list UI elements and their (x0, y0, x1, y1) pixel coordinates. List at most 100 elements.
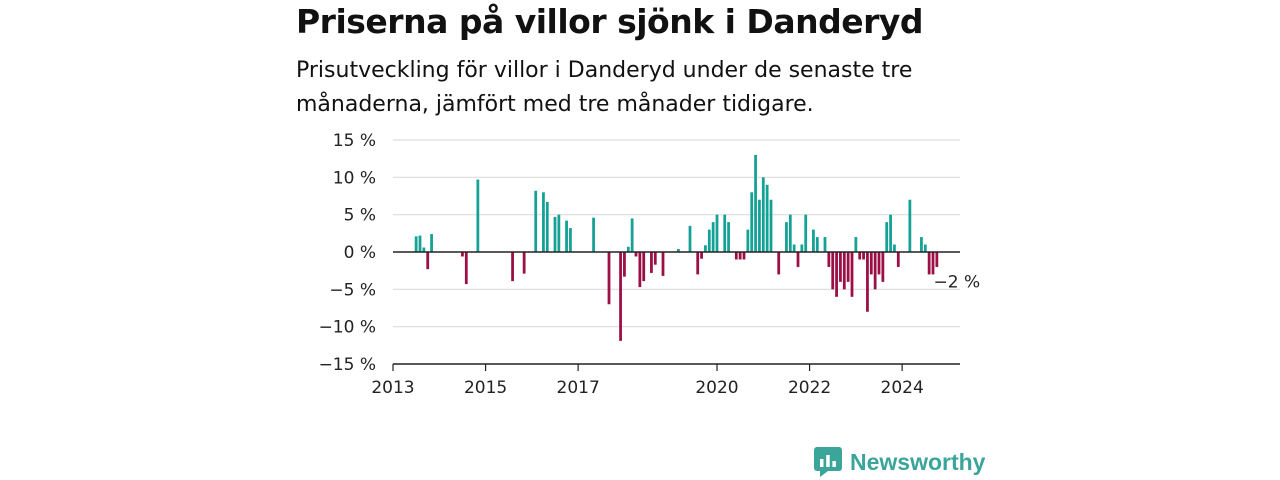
bar (565, 220, 568, 252)
bar (642, 252, 646, 282)
bar (704, 245, 707, 252)
bar (723, 214, 727, 252)
bar (727, 222, 730, 252)
bar (511, 252, 514, 282)
bar (858, 252, 862, 260)
newsworthy-logo-icon (814, 447, 842, 477)
bar (661, 252, 665, 276)
bar (688, 225, 692, 252)
bar (835, 252, 838, 297)
bar (553, 216, 557, 252)
bar (873, 252, 877, 290)
bar (696, 252, 700, 275)
bar (788, 214, 792, 252)
bar (545, 201, 549, 252)
bar (734, 252, 738, 260)
y-tick-label: 0 % (344, 243, 376, 263)
bar (831, 252, 835, 290)
bar (758, 199, 761, 252)
bar (827, 252, 831, 267)
bar (812, 229, 815, 252)
bar (607, 252, 611, 305)
bar (881, 252, 885, 282)
y-tick-label: −10 % (319, 318, 376, 338)
bar (862, 252, 865, 260)
y-tick-label: 5 % (344, 206, 376, 226)
bar (777, 252, 781, 275)
bar (896, 252, 900, 267)
bar (804, 214, 808, 252)
y-tick-label: −15 % (319, 355, 376, 375)
bar (634, 252, 638, 257)
x-tick-label: 2017 (557, 378, 600, 398)
bar (738, 252, 742, 260)
bar (815, 237, 819, 252)
bar (422, 247, 426, 252)
bar (923, 244, 927, 252)
gridlines (393, 139, 960, 328)
bar (430, 234, 433, 252)
bar (418, 235, 422, 252)
bar (653, 252, 657, 265)
x-tick-label: 2020 (695, 378, 738, 398)
bar (935, 252, 939, 267)
brand-name: Newsworthy (850, 448, 986, 475)
last-value-annotation: −2 % (934, 272, 981, 292)
bar (920, 237, 923, 252)
bar (414, 236, 418, 252)
y-tick-label: 10 % (333, 168, 376, 188)
y-tick-label: −5 % (329, 280, 376, 300)
bar (796, 252, 800, 267)
bar (854, 237, 858, 252)
bar (842, 252, 846, 290)
bar (769, 199, 773, 252)
chart-title: Priserna på villor sjönk i Danderyd (296, 2, 924, 41)
bar (557, 214, 561, 252)
bar (461, 252, 464, 257)
bar (839, 252, 842, 282)
bar (534, 190, 538, 252)
bar (792, 244, 796, 252)
bar (931, 252, 935, 275)
axes (392, 251, 960, 371)
x-tick-label: 2015 (464, 378, 507, 398)
tick-labels: 15 % 10 % 5 % 0 % −5 % −10 % −15 % 2013 2015 2017… (319, 131, 981, 398)
bar (700, 252, 703, 259)
bar (619, 252, 622, 341)
bar (464, 252, 468, 285)
bar (592, 217, 595, 252)
bar (754, 154, 757, 252)
bar (677, 249, 680, 252)
bar (785, 222, 788, 252)
bar (542, 192, 545, 252)
bar (476, 179, 480, 252)
bar (908, 199, 912, 252)
x-tick-label: 2024 (881, 378, 924, 398)
bar (638, 252, 642, 288)
bar (569, 228, 572, 252)
bar (715, 214, 719, 252)
bar (750, 192, 754, 252)
bar (707, 229, 711, 252)
bar (877, 252, 881, 275)
bar (800, 244, 804, 252)
bar (866, 252, 869, 312)
bar (630, 218, 634, 252)
bar (711, 222, 715, 252)
bar (850, 252, 854, 297)
bar (846, 252, 850, 282)
bar (927, 252, 931, 275)
x-tick-label: 2013 (371, 378, 414, 398)
y-tick-label: 15 % (333, 131, 376, 151)
bar (623, 252, 626, 277)
bar (742, 252, 746, 260)
bar (650, 252, 653, 273)
bar (765, 184, 769, 252)
bars (414, 154, 939, 341)
chart-subtitle: Prisutveckling för villor i Danderyd und… (296, 58, 913, 117)
bar (823, 237, 827, 252)
bar (885, 222, 889, 252)
bar (426, 252, 430, 270)
bar (893, 244, 896, 252)
